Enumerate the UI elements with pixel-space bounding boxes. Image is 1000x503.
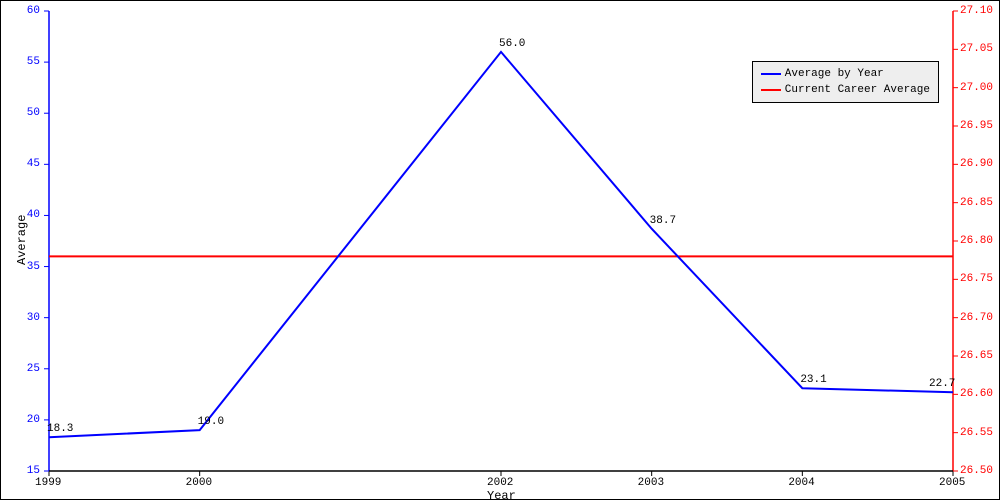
legend-label-avg-by-year: Average by Year <box>785 68 884 80</box>
y-right-tick-label: 26.75 <box>960 273 993 285</box>
x-tick-label: 2005 <box>939 477 965 489</box>
y-right-tick-label: 27.00 <box>960 82 993 94</box>
legend-row-career-avg: Current Career Average <box>761 82 930 98</box>
y-right-tick-label: 26.60 <box>960 388 993 400</box>
x-tick-label: 2000 <box>186 477 212 489</box>
data-point-label: 18.3 <box>47 423 73 435</box>
data-point-label: 19.0 <box>198 416 224 428</box>
y-right-tick-label: 26.55 <box>960 427 993 439</box>
y-left-tick-label: 15 <box>27 465 40 477</box>
y-right-tick-label: 26.70 <box>960 312 993 324</box>
x-tick-label: 1999 <box>35 477 61 489</box>
y-left-tick-label: 60 <box>27 5 40 17</box>
y-right-tick-label: 26.85 <box>960 197 993 209</box>
y-left-tick-label: 20 <box>27 414 40 426</box>
chart-container: 1999200020022003200420051520253035404550… <box>0 0 1000 500</box>
x-axis-title: Year <box>487 489 516 503</box>
y-right-tick-label: 26.65 <box>960 350 993 362</box>
y-axis-title: Average <box>15 215 29 265</box>
y-right-tick-label: 26.95 <box>960 120 993 132</box>
y-left-tick-label: 50 <box>27 107 40 119</box>
y-left-tick-label: 30 <box>27 312 40 324</box>
legend: Average by Year Current Career Average <box>752 61 939 103</box>
y-right-tick-label: 27.05 <box>960 43 993 55</box>
data-point-label: 56.0 <box>499 38 525 50</box>
y-left-tick-label: 25 <box>27 363 40 375</box>
legend-swatch-blue <box>761 73 781 75</box>
y-right-tick-label: 27.10 <box>960 5 993 17</box>
legend-swatch-red <box>761 89 781 91</box>
x-tick-label: 2003 <box>638 477 664 489</box>
y-right-tick-label: 26.80 <box>960 235 993 247</box>
data-point-label: 38.7 <box>650 215 676 227</box>
data-point-label: 23.1 <box>800 374 826 386</box>
y-right-tick-label: 26.50 <box>960 465 993 477</box>
y-left-tick-label: 45 <box>27 158 40 170</box>
x-tick-label: 2002 <box>487 477 513 489</box>
legend-label-career-avg: Current Career Average <box>785 84 930 96</box>
x-tick-label: 2004 <box>788 477 814 489</box>
y-left-tick-label: 55 <box>27 56 40 68</box>
legend-row-avg-by-year: Average by Year <box>761 66 930 82</box>
data-point-label: 22.7 <box>929 378 955 390</box>
y-right-tick-label: 26.90 <box>960 158 993 170</box>
